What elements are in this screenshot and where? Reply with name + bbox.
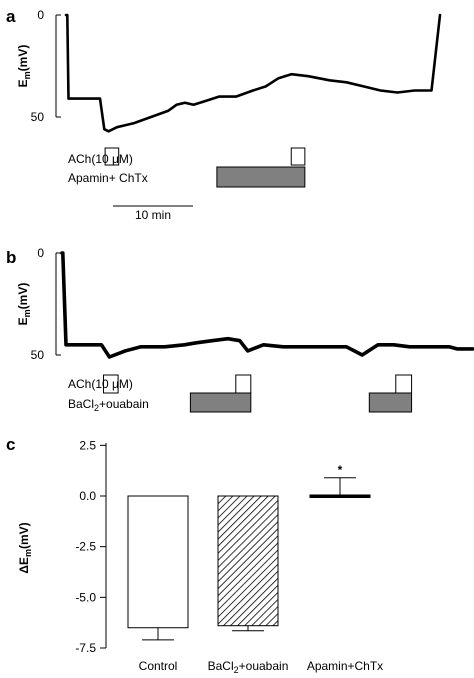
panel-c-bar-2 [309, 494, 371, 498]
panel-c-y-tick-label: 2.5 [79, 438, 96, 452]
panel-c-y-ticks: 2.5 0.0 -2.5 -5.0 -7.5 [75, 438, 106, 655]
panel-a-ach-application-box-1 [290, 147, 306, 166]
panel-b-y-axis-label: Em(mV) [16, 283, 32, 326]
panel-c-letter: c [6, 435, 15, 454]
panel-a-apamin-chtx-bar [216, 166, 306, 188]
panel-a-membrane-potential-trace [64, 13, 442, 133]
panel-b-ach-label: ACh(10 μM) [68, 377, 133, 391]
panel-c-y-tick-label: -5.0 [75, 590, 96, 604]
panel-c-y-tick-label: -7.5 [75, 641, 96, 655]
panel-c-y-axis-label: ΔEm(mV) [17, 522, 33, 573]
panel-b-membrane-potential-trace [60, 251, 474, 359]
panel-b: b 0 50 Em(mV) ACh(10 μM) BaCl2+ouabain [6, 246, 474, 413]
panel-c-y-tick-label: -2.5 [75, 540, 96, 554]
panel-c-category-label-apamin-chtx: Apamin+ChTx [307, 659, 383, 673]
panel-b-ach-application-box-2 [395, 374, 413, 394]
panel-b-blocker-label: BaCl2+ouabain [68, 397, 149, 413]
panel-b-bacl2-ouabain-bar-4 [368, 392, 413, 413]
panel-a-blocker-label: Apamin+ ChTx [68, 171, 148, 185]
panel-a: a 0 50 Em(mV) ACh(10 μM) Apamin+ ChTx 10… [6, 7, 442, 222]
panel-a-y-tick-label-top: 0 [37, 8, 44, 22]
panel-b-ach-application-box-0 [102, 374, 119, 394]
panel-c-bar-1 [217, 495, 279, 627]
panel-a-y-tick-label-bottom: 50 [31, 110, 45, 124]
panel-a-letter: a [6, 7, 16, 26]
panel-b-y-tick-label-top: 0 [37, 246, 44, 260]
panel-b-bacl2-ouabain-bar-3 [189, 392, 252, 413]
panel-b-markers [102, 374, 413, 413]
panel-b-y-tick-label-bottom: 50 [31, 348, 45, 362]
panel-c-significance-asterisk: * [338, 463, 343, 477]
panel-c-y-tick-label: 0.0 [79, 489, 96, 503]
panel-c-bar-0 [127, 495, 189, 629]
panel-b-ach-application-box-1 [235, 374, 252, 394]
panel-a-scale-bar-label: 10 min [135, 208, 171, 222]
panel-a-ach-application-box-0 [104, 147, 120, 166]
panel-b-letter: b [6, 248, 16, 267]
panel-a-markers [104, 147, 306, 188]
panel-a-ach-label: ACh(10 μM) [68, 152, 133, 166]
panel-a-y-axis-label: Em(mV) [16, 45, 32, 88]
panel-c-category-label-bacl2-ouabain: BaCl2+ouabain [208, 659, 289, 675]
panel-c: c 2.5 0.0 -2.5 -5.0 -7.5 ΔEm(mV) * Control B… [6, 435, 383, 675]
panel-c-bars [127, 477, 371, 641]
panel-c-category-label-control: Control [139, 659, 178, 673]
